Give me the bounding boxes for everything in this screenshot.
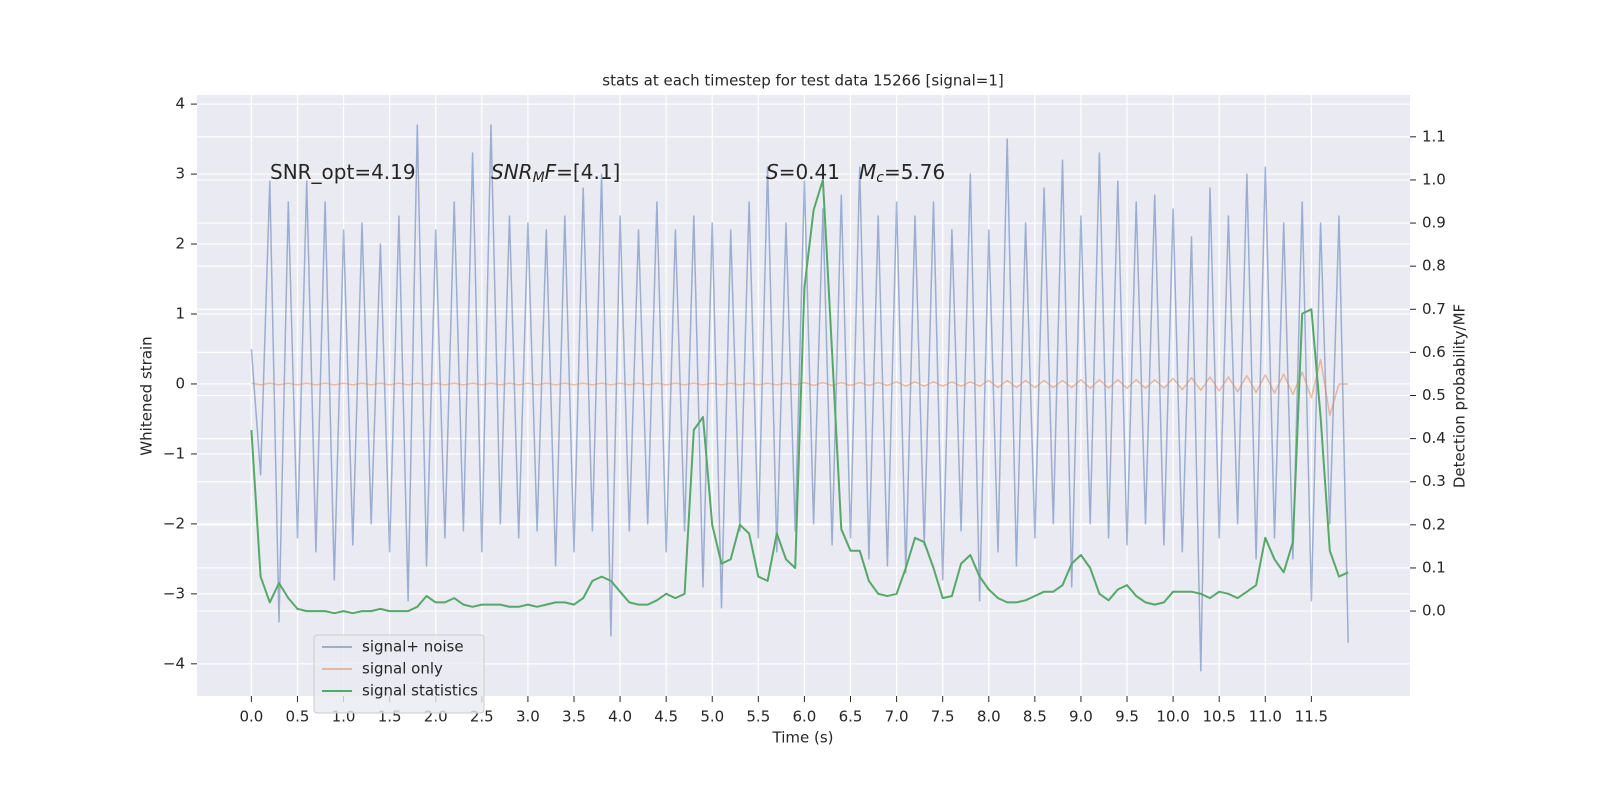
- x-tick-label: 8.0: [977, 708, 1001, 726]
- y-tick-label: −4: [163, 654, 185, 672]
- y-tick-label: −1: [163, 444, 185, 462]
- x-tick-label: 10.0: [1156, 708, 1189, 726]
- legend-box: [313, 634, 485, 714]
- x-tick-label: 0.0: [239, 708, 263, 726]
- y2-tick-label: 0.2: [1422, 515, 1446, 533]
- y2-tick-label: 0.3: [1422, 472, 1446, 490]
- y2-axis-label: Detection probability/MF: [1451, 304, 1469, 488]
- y-tick-label: 1: [175, 304, 185, 322]
- x-tick-label: 9.0: [1069, 708, 1093, 726]
- legend-label: signal only: [362, 660, 443, 678]
- x-tick-label: 9.5: [1115, 708, 1139, 726]
- x-tick-label: 5.0: [700, 708, 724, 726]
- x-tick-label: 5.5: [746, 708, 770, 726]
- series-line: [250, 124, 1349, 672]
- annotation-part: SNR: [491, 160, 533, 184]
- y-tick-label: 4: [175, 95, 185, 113]
- y2-tick-label: 0.5: [1422, 386, 1446, 404]
- series-line: [250, 178, 1349, 615]
- annotation-part: M: [533, 170, 545, 186]
- y2-tick-label: 0.8: [1422, 257, 1446, 275]
- x-tick-label: 11.5: [1295, 708, 1328, 726]
- annotation-part: SNR_opt=4.19: [270, 160, 416, 184]
- x-tick-label: 11.0: [1249, 708, 1282, 726]
- y-tick-label: 0: [175, 374, 185, 392]
- y2-tick-label: 1.1: [1422, 127, 1446, 145]
- annotation: SNR_opt=4.19: [270, 160, 416, 184]
- y2-tick-label: 0.6: [1422, 343, 1446, 361]
- y-tick-label: −3: [163, 584, 185, 602]
- y2-tick-label: 0.0: [1422, 602, 1446, 620]
- y-tick-label: 2: [175, 235, 185, 253]
- annotation-part: M: [859, 160, 876, 184]
- annotation-part: =[4.1]: [556, 160, 620, 184]
- annotation-part: S: [766, 160, 779, 184]
- x-tick-label: 8.5: [1023, 708, 1047, 726]
- chart-title: stats at each timestep for test data 152…: [602, 72, 1003, 90]
- y2-tick-label: 0.1: [1422, 558, 1446, 576]
- x-axis-label: Time (s): [772, 729, 834, 747]
- annotation-part: =5.76: [884, 160, 945, 184]
- y-tick-label: −2: [163, 514, 185, 532]
- x-tick-label: 4.5: [654, 708, 678, 726]
- y-tick-label: 3: [175, 165, 185, 183]
- y2-tick-label: 1.0: [1422, 170, 1446, 188]
- x-tick-label: 3.0: [516, 708, 540, 726]
- annotation-part: =0.41: [779, 160, 840, 184]
- x-tick-label: 7.0: [885, 708, 909, 726]
- x-tick-label: 7.5: [931, 708, 955, 726]
- legend-label: signal statistics: [362, 682, 478, 700]
- annotation: Mc=5.76: [859, 160, 945, 187]
- legend: signal+ noise signal only signal statistic…: [313, 634, 485, 714]
- y2-tick-label: 0.9: [1422, 214, 1446, 232]
- annotation-part: F: [545, 160, 557, 184]
- x-tick-label: 3.5: [562, 708, 586, 726]
- x-tick-label: 6.5: [839, 708, 863, 726]
- annotation: S=0.41: [766, 160, 840, 184]
- series-line: [251, 358, 1349, 417]
- annotation: SNRMF=[4.1]: [491, 160, 620, 187]
- y-axis-label: Whitened strain: [138, 336, 156, 455]
- y2-tick-label: 0.7: [1422, 300, 1446, 318]
- x-tick-label: 10.5: [1202, 708, 1235, 726]
- annotation-part: c: [876, 170, 884, 186]
- x-tick-label: 6.0: [792, 708, 816, 726]
- legend-label: signal+ noise: [362, 638, 464, 656]
- y2-tick-label: 0.4: [1422, 429, 1446, 447]
- x-tick-label: 4.0: [608, 708, 632, 726]
- x-tick-label: 0.5: [286, 708, 310, 726]
